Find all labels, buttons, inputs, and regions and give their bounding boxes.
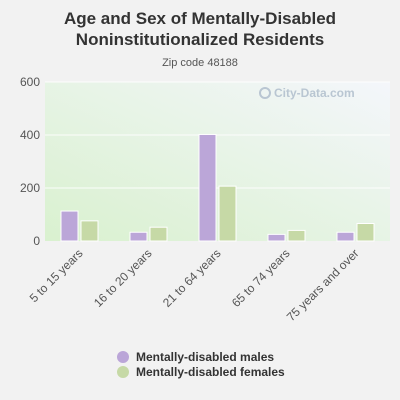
y-tick-label-400: 400 [20, 128, 40, 142]
bar-females-1 [149, 226, 168, 242]
x-axis-labels: 5 to 15 years 16 to 20 years 21 to 64 year… [27, 246, 362, 324]
x-tick-label-3: 65 to 74 years [229, 246, 293, 310]
bar-males-0 [60, 210, 79, 242]
x-tick-label-4: 75 years and over [284, 246, 362, 324]
watermark: City-Data.com [259, 86, 355, 100]
legend-swatch-1 [117, 366, 129, 378]
bars [60, 133, 375, 242]
bar-males-1 [129, 231, 148, 242]
bar-females-2 [218, 185, 237, 242]
watermark-text: City-Data.com [274, 86, 355, 100]
bar-females-4 [356, 223, 375, 242]
x-tick-label-0: 5 to 15 years [27, 246, 86, 305]
chart-title-line-2: Noninstitutionalized Residents [76, 30, 324, 49]
watermark-search-icon [259, 87, 271, 99]
gridlines [45, 81, 390, 189]
legend-label-1: Mentally-disabled females [136, 365, 285, 379]
bar-males-3 [267, 233, 286, 242]
bar-males-4 [336, 231, 355, 242]
chart-subtitle: Zip code 48188 [162, 57, 238, 69]
x-tick-label-1: 16 to 20 years [91, 246, 155, 310]
y-tick-label-200: 200 [20, 181, 40, 195]
plot-area [45, 82, 390, 241]
legend: Mentally-disabled malesMentally-disabled… [117, 350, 285, 379]
y-axis-ticks: 0 200 400 600 [20, 75, 40, 248]
x-tick-label-2: 21 to 64 years [160, 246, 224, 310]
legend-label-0: Mentally-disabled males [136, 350, 274, 364]
y-tick-label-0: 0 [33, 234, 40, 248]
legend-swatch-0 [117, 351, 129, 363]
bar-males-2 [198, 133, 217, 242]
chart-title-line-1: Age and Sex of Mentally-Disabled [64, 9, 336, 28]
bar-females-0 [80, 220, 99, 242]
y-tick-label-600: 600 [20, 75, 40, 89]
bar-females-3 [287, 229, 306, 242]
